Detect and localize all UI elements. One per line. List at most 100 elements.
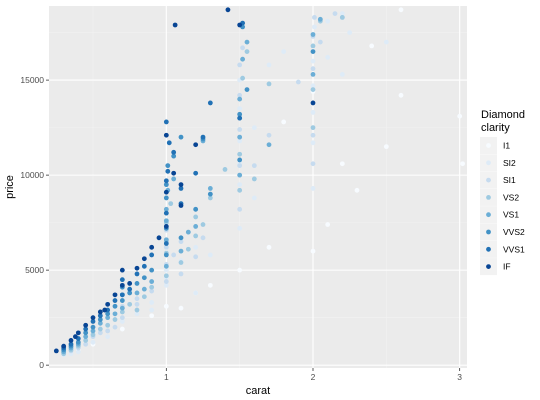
data-point <box>134 271 140 277</box>
data-point <box>225 7 231 13</box>
data-point <box>339 15 345 20</box>
legend-label: SI1 <box>503 175 516 185</box>
data-point <box>193 244 199 250</box>
data-point <box>310 125 316 131</box>
data-point <box>251 195 257 201</box>
legend-label: SI2 <box>503 158 516 168</box>
data-point <box>112 311 118 317</box>
data-point <box>141 275 147 281</box>
data-point <box>178 235 184 241</box>
data-point <box>163 252 169 258</box>
data-point <box>310 248 316 254</box>
data-point <box>347 30 353 36</box>
data-point <box>185 246 191 252</box>
data-point <box>112 298 118 303</box>
data-point <box>83 338 89 343</box>
data-point <box>83 330 89 336</box>
data-point <box>237 115 243 121</box>
legend-item: I1 <box>480 137 510 154</box>
data-point <box>149 313 155 319</box>
data-point <box>163 119 169 125</box>
data-point <box>141 294 147 300</box>
legend-label: VVS2 <box>503 227 525 237</box>
data-point <box>266 132 272 138</box>
data-point <box>119 326 125 332</box>
legend-key-marker <box>486 212 491 218</box>
data-point <box>310 110 316 115</box>
data-point <box>127 286 133 292</box>
data-point <box>149 252 155 258</box>
data-point <box>244 39 250 45</box>
data-point <box>97 317 103 322</box>
data-point <box>112 324 118 330</box>
data-point <box>90 328 96 334</box>
data-point <box>119 305 125 311</box>
legend-key-marker <box>486 143 491 148</box>
data-point <box>178 203 184 208</box>
data-point <box>163 182 169 188</box>
data-point <box>237 182 243 188</box>
series-if <box>53 7 316 354</box>
data-point <box>127 281 133 286</box>
data-point <box>178 239 184 245</box>
data-point <box>163 206 169 212</box>
data-point <box>163 189 169 195</box>
data-point <box>317 16 323 22</box>
data-point <box>237 96 243 102</box>
data-point <box>237 106 243 112</box>
data-point <box>240 75 246 81</box>
data-point <box>310 49 316 55</box>
data-points <box>53 7 465 358</box>
data-point <box>207 195 213 201</box>
data-point <box>90 332 96 338</box>
data-point <box>112 303 118 309</box>
data-point <box>75 330 81 336</box>
data-point <box>105 311 111 317</box>
data-point <box>166 140 172 146</box>
data-point <box>163 218 169 224</box>
data-point <box>90 339 96 345</box>
data-point <box>312 15 317 20</box>
data-point <box>312 24 317 30</box>
x-axis: 1 2 3 <box>164 368 462 382</box>
data-point <box>354 187 360 193</box>
data-point <box>171 149 177 155</box>
data-point <box>266 62 272 68</box>
data-point <box>237 172 243 178</box>
data-point <box>383 144 389 150</box>
data-point <box>141 263 147 269</box>
data-point <box>310 132 316 138</box>
data-point <box>83 326 89 332</box>
data-point <box>310 72 316 77</box>
legend-item: VVS2 <box>480 223 525 241</box>
data-point <box>119 277 125 283</box>
data-point <box>310 87 316 93</box>
data-point <box>281 49 287 55</box>
data-point <box>310 161 316 167</box>
legend-item: IF <box>480 258 511 276</box>
data-point <box>149 244 155 250</box>
data-point <box>97 320 103 326</box>
data-point <box>460 161 465 167</box>
x-tick-label: 3 <box>457 372 462 382</box>
data-point <box>119 292 125 298</box>
data-point <box>339 11 345 17</box>
legend-item: VS1 <box>480 206 519 224</box>
data-point <box>90 324 96 330</box>
legend-item: VS2 <box>480 188 519 206</box>
data-point <box>165 168 171 174</box>
data-point <box>237 157 243 163</box>
data-point <box>237 111 243 117</box>
data-point <box>193 170 199 176</box>
data-point <box>339 161 345 167</box>
data-point <box>163 244 169 250</box>
x-tick-label: 1 <box>164 372 169 382</box>
data-point <box>97 330 103 336</box>
legend-key-marker <box>486 160 491 166</box>
data-point <box>207 186 213 191</box>
legend: Diamond clarity I1 SI2 SI1 VS2 VS1 VVS2 VVS1 IF <box>480 109 525 276</box>
data-point <box>237 225 243 231</box>
data-point <box>281 119 287 125</box>
data-point <box>127 290 133 296</box>
